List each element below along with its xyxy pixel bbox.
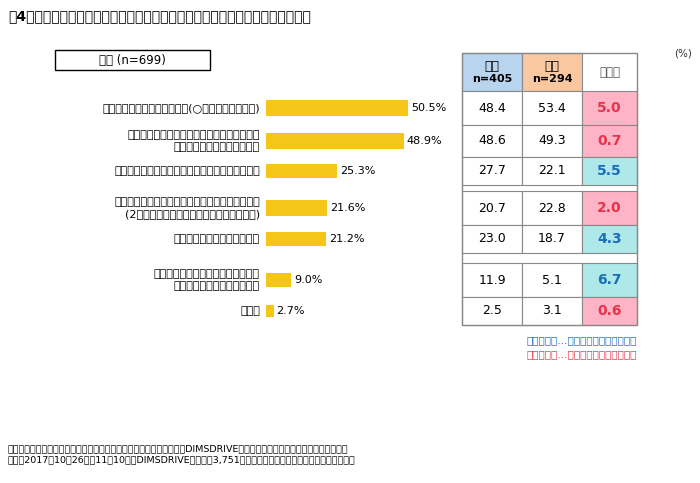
Bar bbox=[266, 200, 327, 216]
Text: その他: その他 bbox=[240, 306, 260, 316]
Bar bbox=[522, 125, 582, 157]
Bar bbox=[462, 297, 522, 325]
Bar bbox=[462, 263, 522, 297]
Text: 21.2%: 21.2% bbox=[329, 234, 364, 244]
Bar bbox=[462, 191, 522, 225]
Text: 11.9: 11.9 bbox=[478, 273, 506, 286]
Text: ポイントがたまりやすいから(○倍の日があるなど): ポイントがたまりやすいから(○倍の日があるなど) bbox=[102, 103, 260, 113]
Bar bbox=[582, 263, 637, 297]
Text: 53.4: 53.4 bbox=[538, 101, 566, 114]
Text: 一枚のカードでいくつものお店のポイントを
兼用できるようになったから: 一枚のカードでいくつものお店のポイントを 兼用できるようになったから bbox=[127, 129, 260, 153]
Bar bbox=[266, 164, 337, 178]
Text: 期間：2017年10月26日～11月10日、DIMSDRIVEモニター3,751人が回答。エピソードも同アンケートです。: 期間：2017年10月26日～11月10日、DIMSDRIVEモニター3,751… bbox=[8, 455, 356, 464]
Text: 20.7: 20.7 bbox=[478, 201, 506, 214]
Text: ポイントカードがスマホのアプリで
持ち歩けるようになったから: ポイントカードがスマホのアプリで 持ち歩けるようになったから bbox=[154, 269, 260, 291]
Bar bbox=[266, 232, 326, 246]
Bar bbox=[462, 125, 522, 157]
Text: 0.7: 0.7 bbox=[597, 134, 622, 148]
Bar bbox=[522, 225, 582, 253]
Bar bbox=[522, 157, 582, 185]
Text: 48.6: 48.6 bbox=[478, 134, 506, 147]
Text: 9.0%: 9.0% bbox=[295, 275, 323, 285]
Text: 0.6: 0.6 bbox=[597, 304, 622, 318]
Bar bbox=[522, 91, 582, 125]
Text: 22.1: 22.1 bbox=[538, 165, 566, 177]
Bar bbox=[266, 100, 408, 116]
Text: 5.0: 5.0 bbox=[597, 101, 622, 115]
Bar bbox=[522, 191, 582, 225]
Bar bbox=[462, 91, 522, 125]
Bar bbox=[522, 297, 582, 325]
Text: 49.3: 49.3 bbox=[538, 134, 566, 147]
Text: 2.0: 2.0 bbox=[597, 201, 622, 215]
Text: 23.0: 23.0 bbox=[478, 232, 506, 245]
Text: 男女差赤字…女性のほうが数値が高い: 男女差赤字…女性のほうが数値が高い bbox=[526, 349, 637, 359]
Text: 21.6%: 21.6% bbox=[330, 203, 365, 213]
Text: 表4　「ポイントカードを使う機会が増えた理由は何ですか」　についての回答: 表4 「ポイントカードを使う機会が増えた理由は何ですか」 についての回答 bbox=[8, 9, 311, 23]
Bar bbox=[522, 263, 582, 297]
Text: 男女差: 男女差 bbox=[599, 66, 620, 79]
Text: 5.1: 5.1 bbox=[542, 273, 562, 286]
Text: 27.7: 27.7 bbox=[478, 165, 506, 177]
Text: ポイントの使用が簡単にできるようになったから: ポイントの使用が簡単にできるようになったから bbox=[114, 166, 260, 176]
Bar bbox=[582, 297, 637, 325]
Text: 25.3%: 25.3% bbox=[340, 166, 376, 176]
Text: 男性: 男性 bbox=[484, 60, 500, 73]
Bar bbox=[582, 191, 637, 225]
Bar bbox=[462, 53, 522, 91]
Text: 6.7: 6.7 bbox=[597, 273, 622, 287]
Bar bbox=[582, 157, 637, 185]
Text: 男女差青字…男性のほうが数値が高い: 男女差青字…男性のほうが数値が高い bbox=[526, 335, 637, 345]
Bar bbox=[582, 91, 637, 125]
Text: 50.5%: 50.5% bbox=[412, 103, 447, 113]
Text: n=405: n=405 bbox=[472, 74, 512, 84]
Text: 店員さんが尋ねてくれるから: 店員さんが尋ねてくれるから bbox=[174, 234, 260, 244]
Text: 2.7%: 2.7% bbox=[276, 306, 305, 316]
Bar bbox=[522, 53, 582, 91]
Bar bbox=[266, 273, 291, 287]
Text: 4.3: 4.3 bbox=[597, 232, 622, 246]
Text: 2.5: 2.5 bbox=[482, 304, 502, 317]
Bar bbox=[582, 225, 637, 253]
Bar bbox=[582, 125, 637, 157]
Text: 48.9%: 48.9% bbox=[407, 136, 442, 146]
Text: 全体 (n=699): 全体 (n=699) bbox=[99, 54, 166, 67]
Text: 3.1: 3.1 bbox=[542, 304, 562, 317]
Bar bbox=[462, 157, 522, 185]
Bar bbox=[266, 133, 404, 149]
Text: 48.4: 48.4 bbox=[478, 101, 506, 114]
Text: 5.5: 5.5 bbox=[597, 164, 622, 178]
Text: n=294: n=294 bbox=[532, 74, 573, 84]
Text: (%): (%) bbox=[674, 48, 692, 58]
Bar bbox=[55, 50, 210, 70]
Text: 女性: 女性 bbox=[545, 60, 559, 73]
Text: ポイントカードの併用ができるようになったから
(2種類のポイントを同時にためられるなど): ポイントカードの併用ができるようになったから (2種類のポイントを同時にためられ… bbox=[114, 197, 260, 219]
Bar bbox=[462, 53, 637, 325]
Bar bbox=[462, 225, 522, 253]
Text: 22.8: 22.8 bbox=[538, 201, 566, 214]
Text: 調査機関：インターワイヤード株式会社が運営するネットリサーチ『DIMSDRIVE』実施のアンケート「ポイントカード」。: 調査機関：インターワイヤード株式会社が運営するネットリサーチ『DIMSDRIVE… bbox=[8, 444, 349, 453]
Text: 18.7: 18.7 bbox=[538, 232, 566, 245]
Bar bbox=[266, 305, 274, 317]
